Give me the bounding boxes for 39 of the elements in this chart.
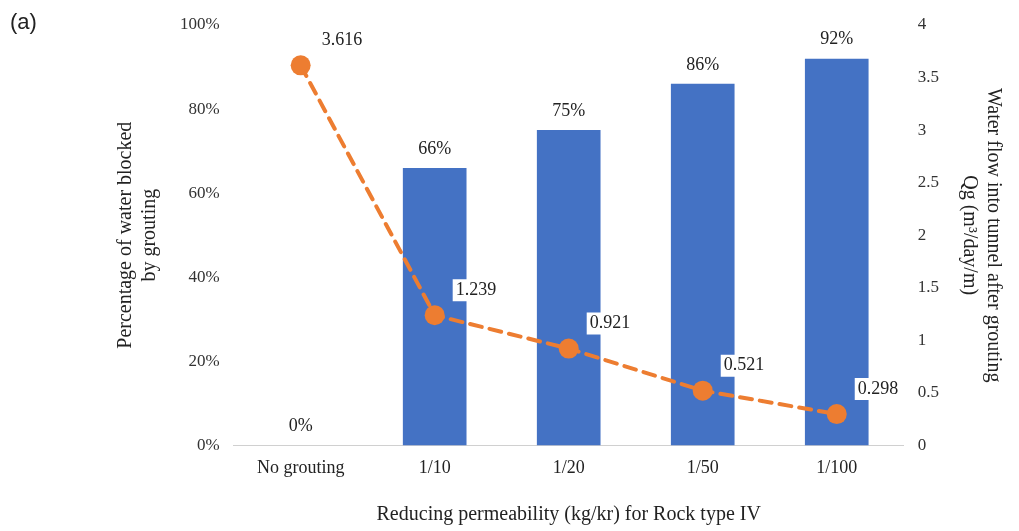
data-label: 0.521 [723, 354, 765, 375]
text: (a) [10, 9, 37, 35]
y2-tick-label: 4 [917, 14, 927, 34]
data-label: 0.298 [857, 377, 899, 398]
x-tick-label: No grouting [256, 456, 345, 477]
y-tick-label: 40% [188, 266, 220, 286]
y2-tick-label: 3.5 [917, 67, 939, 87]
y2-tick-label: 2.5 [917, 172, 939, 192]
point [692, 380, 713, 401]
y2-tick-label: 1 [917, 329, 927, 349]
point [424, 305, 445, 326]
y2-tick-label: 3 [917, 119, 927, 139]
y2-tick-label: 1.5 [917, 277, 939, 297]
y2-tick-label: 0 [917, 434, 927, 454]
point [290, 55, 311, 76]
y-tick-label: 0% [196, 434, 220, 454]
point [558, 338, 579, 359]
y-tick-label: 20% [188, 350, 220, 370]
y-tick-label: 80% [188, 98, 220, 118]
data-label: 1.239 [455, 278, 497, 299]
point [826, 404, 847, 425]
x-tick-label: 1/20 [552, 456, 585, 477]
data-label: 86% [686, 53, 720, 74]
x-tick-label: 1/10 [418, 456, 451, 477]
x-tick-label: 1/100 [816, 456, 858, 477]
data-label: 0.921 [589, 312, 631, 333]
data-label: 66% [418, 137, 452, 158]
data-label: 75% [552, 99, 586, 120]
data-label: 0% [288, 415, 313, 436]
y-axis-title: Percentage of water blocked by grouting [113, 121, 161, 349]
y-tick-label: 60% [188, 182, 220, 202]
x-tick-label: 1/50 [686, 456, 719, 477]
y2-tick-label: 2 [917, 224, 927, 244]
y2-tick-label: 0.5 [917, 382, 939, 402]
y-tick-label: 100% [179, 14, 220, 34]
data-label: 3.616 [321, 29, 363, 50]
data-label: 92% [820, 28, 854, 49]
x-axis-title: Reducing permeability (kg/kr) for Rock type IV [376, 502, 762, 526]
y2-axis-title: Water flow into tunnel after grouting Qg (m³/day/m) [958, 87, 1006, 383]
